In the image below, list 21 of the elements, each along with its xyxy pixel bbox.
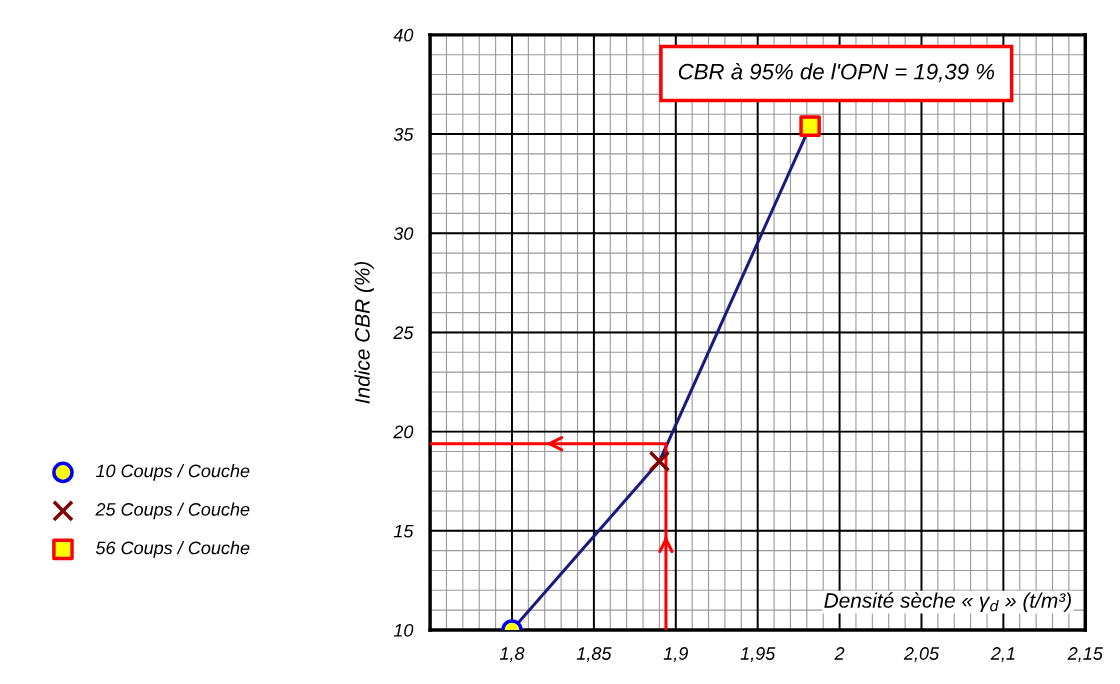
legend-label: 10 Coups / Couche — [95, 464, 250, 481]
y-axis-title: Indice CBR (%) — [354, 261, 374, 404]
x-tick-label: 1,95 — [740, 647, 776, 663]
x-tick-label: 2,15 — [1067, 647, 1103, 663]
x-tick-label: 1,85 — [576, 647, 612, 663]
x-tick-label: 2,05 — [903, 647, 940, 663]
y-tick-label: 25 — [393, 326, 414, 340]
y-tick-label: 30 — [393, 227, 414, 240]
legend-label: 25 Coups / Couche — [95, 502, 250, 520]
x-tick-label: 2,1 — [990, 647, 1015, 663]
y-tick-label: 20 — [393, 425, 414, 439]
y-tick-label: 10 — [393, 623, 414, 637]
y-tick-label: 40 — [393, 28, 414, 42]
y-tick-label: 35 — [393, 128, 414, 141]
x-tick-label: 1,8 — [499, 647, 525, 663]
legend-label: 56 Coups / Couche — [95, 541, 250, 558]
annotation: CBR à 95% de l'OPN = 19,39 % — [678, 62, 995, 83]
y-tick-label: 15 — [393, 524, 414, 538]
x-axis-title: Densité sèche « γ$_{d}$ » (t/m³) — [824, 592, 1071, 612]
x-tick-label: 2 — [834, 647, 845, 660]
x-tick-label: 1,9 — [663, 647, 688, 663]
